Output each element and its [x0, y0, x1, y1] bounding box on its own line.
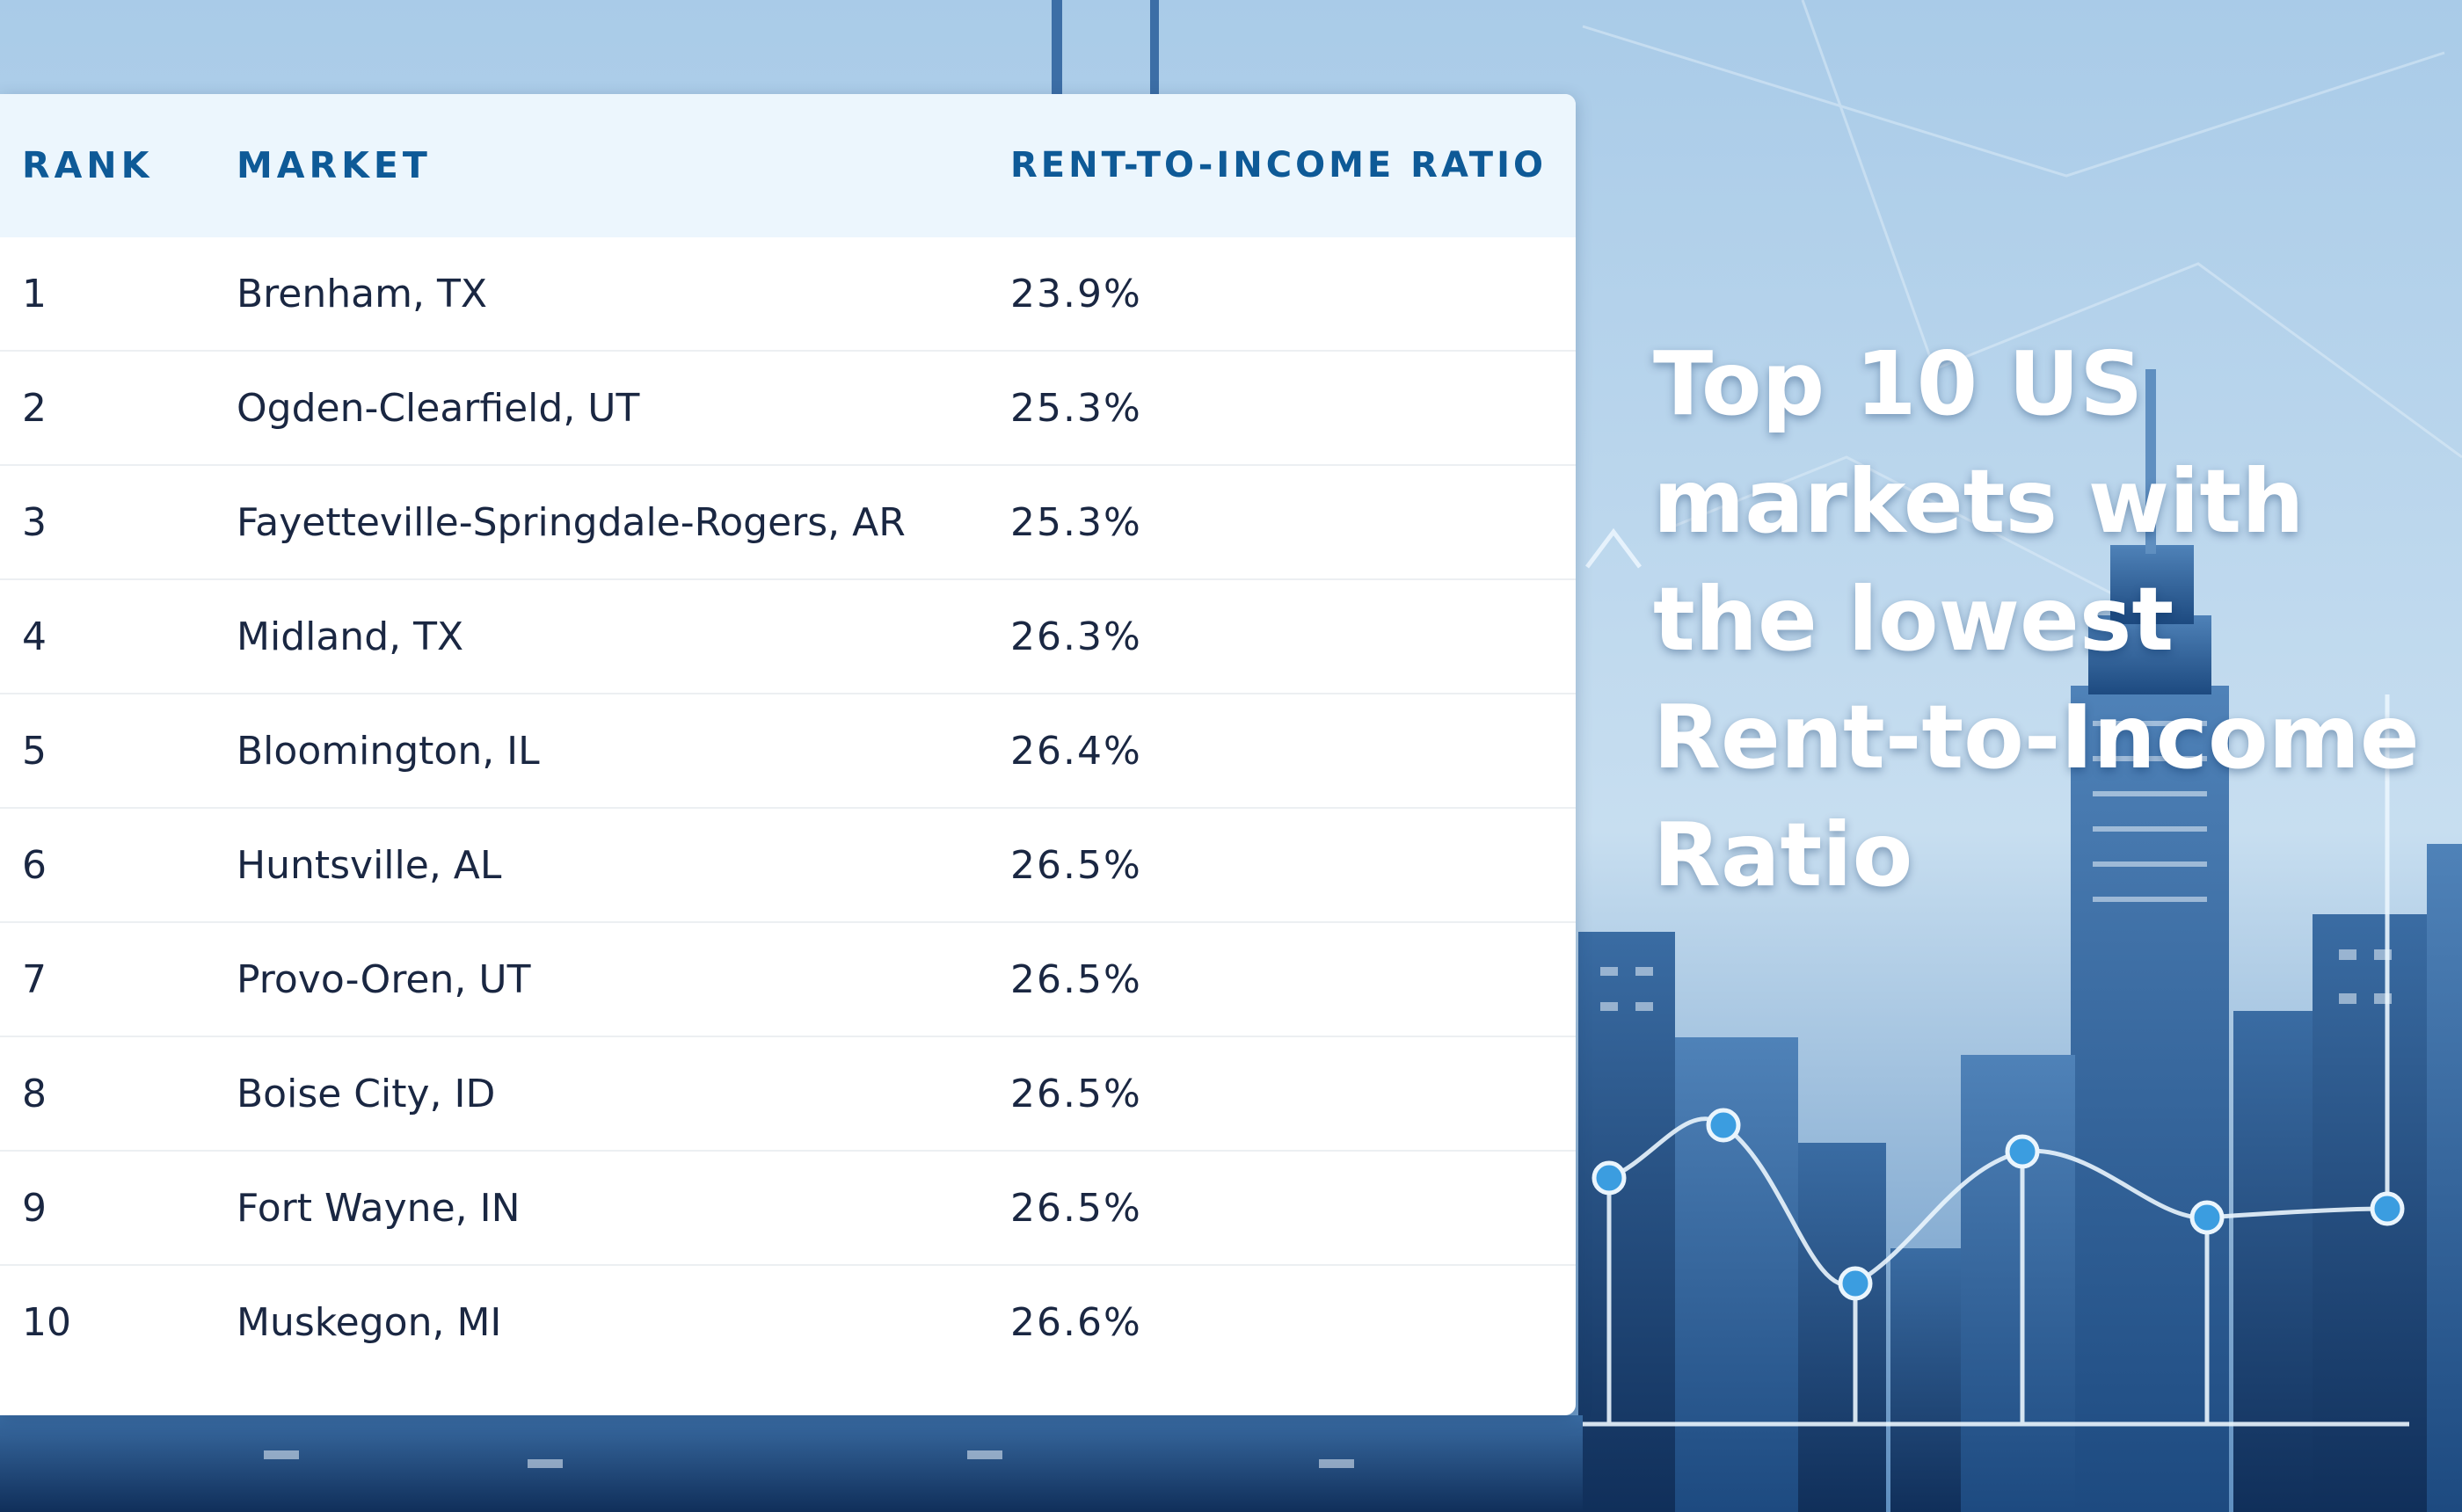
ratio-cell: 26.5% — [1010, 957, 1142, 1002]
column-header-market: MARKET — [237, 144, 432, 186]
ratio-cell: 26.5% — [1010, 843, 1142, 888]
table-header: RANK MARKET RENT-TO-INCOME RATIO — [0, 94, 1576, 237]
rank-cell: 5 — [22, 729, 47, 774]
market-table: RANK MARKET RENT-TO-INCOME RATIO 1 Brenh… — [0, 94, 1576, 1415]
ratio-cell: 26.6% — [1010, 1300, 1142, 1345]
market-cell: Midland, TX — [237, 614, 464, 659]
rank-cell: 3 — [22, 500, 47, 545]
ratio-cell: 26.5% — [1010, 1072, 1142, 1116]
table-row: 9 Fort Wayne, IN 26.5% — [0, 1152, 1576, 1266]
rank-cell: 4 — [22, 614, 47, 659]
table-row: 7 Provo-Oren, UT 26.5% — [0, 923, 1576, 1037]
market-cell: Muskegon, MI — [237, 1300, 502, 1345]
table-row: 6 Huntsville, AL 26.5% — [0, 809, 1576, 923]
market-cell: Boise City, ID — [237, 1072, 496, 1116]
market-cell: Fort Wayne, IN — [237, 1186, 521, 1231]
market-cell: Provo-Oren, UT — [237, 957, 531, 1002]
rank-cell: 2 — [22, 386, 47, 431]
table-row: 5 Bloomington, IL 26.4% — [0, 694, 1576, 809]
table-row: 1 Brenham, TX 23.9% — [0, 237, 1576, 352]
table-row: 4 Midland, TX 26.3% — [0, 580, 1576, 694]
ratio-cell: 26.4% — [1010, 729, 1142, 774]
table-body: 1 Brenham, TX 23.9% 2 Ogden-Clearfield, … — [0, 237, 1576, 1380]
table-row: 3 Fayetteville-Springdale-Rogers, AR 25.… — [0, 466, 1576, 580]
market-cell: Fayetteville-Springdale-Rogers, AR — [237, 500, 906, 545]
rank-cell: 9 — [22, 1186, 47, 1231]
rank-cell: 1 — [22, 272, 47, 316]
market-cell: Bloomington, IL — [237, 729, 540, 774]
ratio-cell: 23.9% — [1010, 272, 1142, 316]
rank-cell: 10 — [22, 1300, 71, 1345]
market-cell: Ogden-Clearfield, UT — [237, 386, 640, 431]
ratio-cell: 25.3% — [1010, 386, 1142, 431]
table-row: 2 Ogden-Clearfield, UT 25.3% — [0, 352, 1576, 466]
ratio-cell: 25.3% — [1010, 500, 1142, 545]
rank-cell: 7 — [22, 957, 47, 1002]
page-heading: Top 10 US markets with the lowest Rent-t… — [1653, 332, 2420, 906]
table-row: 8 Boise City, ID 26.5% — [0, 1037, 1576, 1152]
rank-cell: 8 — [22, 1072, 47, 1116]
market-cell: Huntsville, AL — [237, 843, 502, 888]
column-header-ratio: RENT-TO-INCOME RATIO — [1010, 145, 1547, 185]
ratio-cell: 26.3% — [1010, 614, 1142, 659]
rank-cell: 6 — [22, 843, 47, 888]
table-row: 10 Muskegon, MI 26.6% — [0, 1266, 1576, 1380]
market-cell: Brenham, TX — [237, 272, 487, 316]
column-header-rank: RANK — [22, 144, 154, 186]
ratio-cell: 26.5% — [1010, 1186, 1142, 1231]
